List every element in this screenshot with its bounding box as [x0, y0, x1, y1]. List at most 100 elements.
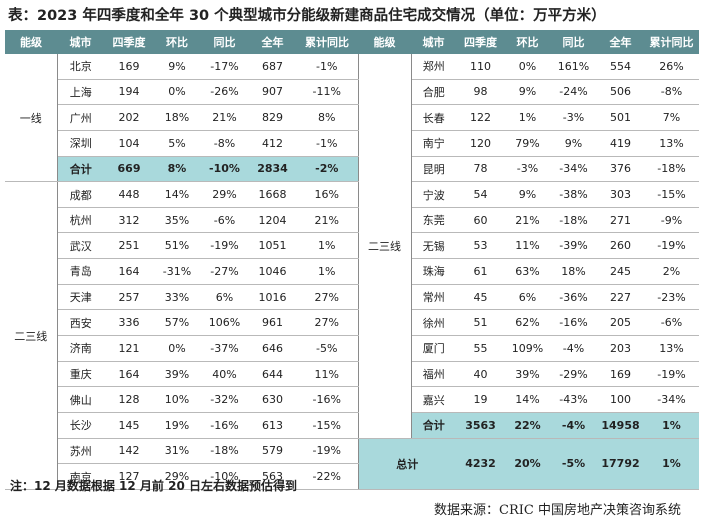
- cell-q4: 104: [104, 130, 154, 157]
- col-header-yoy: 同比: [200, 30, 249, 54]
- tier-label-tier23-right: 二三线: [358, 54, 412, 439]
- table-row: 佛山 128 10% -32% 630 -16% 嘉兴 19 14% -43% 100 -34%: [5, 386, 699, 413]
- cell-qoq: 0%: [505, 54, 550, 80]
- cell-yoy: -36%: [550, 284, 597, 311]
- cell-qoq: 79%: [505, 130, 550, 157]
- col-header-cum-yoy: 累计同比: [644, 30, 699, 54]
- cell-yoy: -16%: [200, 412, 249, 439]
- cell-yoy: 6%: [200, 284, 249, 311]
- cell-qoq: 6%: [505, 284, 550, 311]
- cell-cum-yoy: -16%: [296, 386, 359, 413]
- cell-yoy: -4%: [550, 335, 597, 362]
- col-header-city: 城市: [411, 30, 456, 54]
- cell-year: 579: [249, 438, 296, 465]
- cell-q4: 19: [456, 386, 505, 413]
- table-row: 济南 121 0% -37% 646 -5% 厦门 55 109% -4% 203 13%: [5, 335, 699, 362]
- cell-city: 长沙: [57, 412, 104, 439]
- table-row: 天津 257 33% 6% 1016 27% 常州 45 6% -36% 227 -23%: [5, 284, 699, 311]
- cell-yoy: -29%: [550, 361, 597, 388]
- cell-year: 563: [249, 463, 296, 490]
- cell-cum-yoy: -9%: [644, 207, 699, 234]
- cell-q4: 448: [104, 181, 154, 208]
- cell-cum-yoy: 13%: [644, 335, 699, 362]
- table-row: 青岛 164 -31% -27% 1046 1% 珠海 61 63% 18% 245 2%: [5, 258, 699, 285]
- cell-city: 东莞: [411, 207, 456, 234]
- col-header-yoy: 同比: [550, 30, 597, 54]
- cell-cum-yoy: -15%: [644, 181, 699, 208]
- table-row: 杭州 312 35% -6% 1204 21% 东莞 60 21% -18% 271 -9%: [5, 207, 699, 234]
- cell-city: 西安: [57, 309, 104, 337]
- cell-city: 厦门: [411, 335, 456, 362]
- cell-cum-yoy: 1%: [644, 412, 699, 439]
- cell-q4: 60: [456, 207, 505, 234]
- table-row: 二三线 成都 448 14% 29% 1668 16% 宁波 54 9% -38% 303 -15%: [5, 181, 699, 490]
- cell-city: 天津: [57, 284, 104, 311]
- cell-q4: 164: [104, 361, 154, 388]
- cell-year: 205: [597, 309, 644, 337]
- cell-qoq: 9%: [154, 54, 200, 80]
- cell-q4: 128: [104, 386, 154, 413]
- cell-cum-yoy: 1%: [296, 258, 359, 285]
- cell-city: 北京: [57, 54, 104, 80]
- cell-year: 1046: [249, 258, 296, 285]
- cell-yoy: 40%: [200, 361, 249, 388]
- cell-yoy: -8%: [200, 130, 249, 157]
- cell-year: 829: [249, 104, 296, 131]
- data-table-container: 能级 城市 四季度 环比 同比 全年 累计同比 能级 城市 四季度 环比 同比 …: [5, 30, 699, 490]
- cell-cum-yoy: -1%: [296, 130, 359, 157]
- table-row: 一线 北京 169 9% -17% 687 -1% 二三线 郑州 110 0% 161% 554 26%: [5, 54, 699, 439]
- cell-yoy: -10%: [200, 156, 249, 183]
- cell-cum-yoy: 26%: [644, 54, 699, 80]
- col-header-qoq: 环比: [154, 30, 200, 54]
- cell-city: 郑州: [411, 54, 456, 80]
- col-header-q4: 四季度: [456, 30, 505, 54]
- table-row: 上海 194 0% -26% 907 -11% 合肥 98 9% -24% 506 -8%: [5, 79, 699, 106]
- table-row: 重庆 164 39% 40% 644 11% 福州 40 39% -29% 169 -19%: [5, 361, 699, 388]
- cell-q4: 110: [456, 54, 505, 80]
- cell-yoy: 29%: [200, 181, 249, 208]
- col-header-tier: 能级: [358, 30, 411, 54]
- cell-yoy: -24%: [550, 79, 597, 106]
- cell-cum-yoy: -19%: [296, 438, 359, 465]
- cell-q4: 202: [104, 104, 154, 131]
- cell-yoy: -27%: [200, 258, 249, 285]
- tier-label-tier23: 二三线: [5, 181, 58, 490]
- cell-year: 412: [249, 130, 296, 157]
- total-qoq: 20%: [505, 438, 550, 490]
- total-yoy: -5%: [550, 438, 597, 490]
- footnote: 注：12 月数据根据 12 月前 20 日左右数据预估得到: [10, 479, 297, 493]
- cell-city: 佛山: [57, 386, 104, 413]
- cell-city: 成都: [57, 181, 104, 208]
- cell-qoq: 9%: [505, 181, 550, 208]
- cell-qoq: 62%: [505, 309, 550, 337]
- cell-qoq: 109%: [505, 335, 550, 362]
- cell-qoq: 1%: [505, 104, 550, 131]
- cell-city: 杭州: [57, 207, 104, 234]
- cell-q4: 169: [104, 54, 154, 80]
- cell-city: 宁波: [411, 181, 456, 208]
- cell-year: 303: [597, 181, 644, 208]
- cell-q4: 336: [104, 309, 154, 337]
- cell-q4: 55: [456, 335, 505, 362]
- cell-cum-yoy: 27%: [296, 309, 359, 337]
- cell-yoy: -37%: [200, 335, 249, 362]
- cell-city: 珠海: [411, 258, 456, 285]
- cell-qoq: 0%: [154, 335, 200, 362]
- table-row: 广州 202 18% 21% 829 8% 长春 122 1% -3% 501 7%: [5, 104, 699, 131]
- cell-qoq: 19%: [154, 412, 200, 439]
- cell-q4: 164: [104, 258, 154, 285]
- cell-q4: 121: [104, 335, 154, 362]
- cell-year: 227: [597, 284, 644, 311]
- cell-q4: 40: [456, 361, 505, 388]
- cell-city: 南京: [57, 463, 104, 490]
- col-header-year: 全年: [249, 30, 296, 54]
- cell-city: 苏州: [57, 438, 104, 465]
- cell-q4: 61: [456, 258, 505, 285]
- cell-city: 合计: [57, 156, 104, 183]
- cell-qoq: 8%: [154, 156, 200, 183]
- cell-year: 1204: [249, 207, 296, 234]
- cell-q4: 251: [104, 232, 154, 260]
- cell-qoq: -3%: [505, 156, 550, 183]
- cell-qoq: 29%: [154, 463, 200, 490]
- cell-city: 徐州: [411, 309, 456, 337]
